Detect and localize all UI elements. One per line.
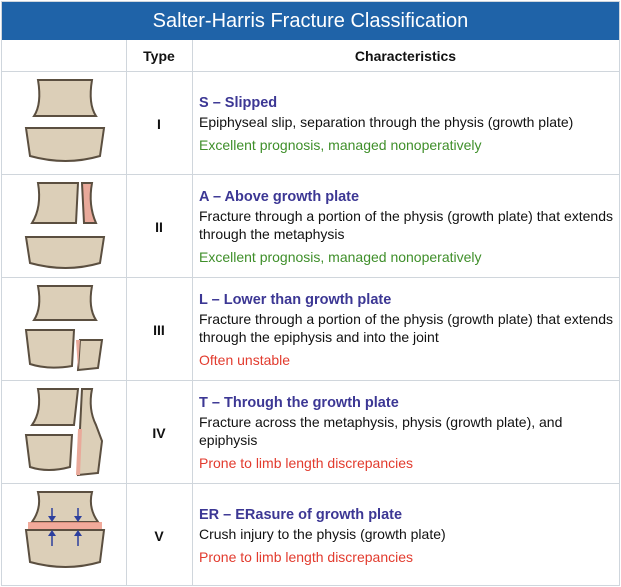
characteristics-cell: L – Lower than growth plate Fracture thr… — [199, 278, 614, 381]
prognosis: Prone to limb length discrepancies — [199, 548, 414, 565]
description: Epiphyseal slip, separation through the … — [199, 113, 574, 130]
prognosis: Excellent prognosis, managed nonoperativ… — [199, 136, 482, 153]
prognosis: Often unstable — [199, 351, 291, 368]
type-label: III — [153, 321, 165, 338]
bone-illustration — [24, 491, 106, 568]
type-label: II — [155, 218, 163, 235]
characteristics-cell: S – Slipped Epiphyseal slip, separation … — [199, 72, 614, 175]
bone-illustration — [24, 79, 106, 162]
mnemonic: T – Through the growth plate — [199, 394, 399, 411]
mnemonic: A – Above growth plate — [199, 188, 360, 205]
description: Fracture through a portion of the physis… — [199, 310, 614, 345]
header-type: Type — [143, 47, 175, 64]
bone-illustration — [24, 285, 104, 372]
column-divider — [126, 40, 127, 585]
header-characteristics: Characteristics — [354, 47, 457, 64]
row-divider — [2, 483, 619, 484]
type-label: IV — [152, 424, 166, 441]
row-divider — [2, 174, 619, 175]
table-row: IV T – Through the growth plate Fracture… — [2, 381, 619, 484]
table-row: V ER – ERasure of growth plate Crush inj… — [2, 484, 619, 587]
table-row: III L – Lower than growth plate Fracture… — [2, 278, 619, 381]
fracture-type-iii-illustration — [2, 278, 126, 381]
description: Crush injury to the physis (growth plate… — [199, 525, 446, 542]
bone-illustration — [24, 182, 106, 269]
header-image-column — [2, 40, 126, 71]
description: Fracture through a portion of the physis… — [199, 207, 614, 242]
type-label: V — [154, 527, 164, 544]
characteristics-cell: A – Above growth plate Fracture through … — [199, 175, 614, 278]
row-divider — [2, 380, 619, 381]
table-title: Salter-Harris Fracture Classification — [2, 2, 619, 40]
row-divider — [2, 71, 619, 72]
fracture-type-v-illustration — [2, 484, 126, 587]
characteristics-cell: T – Through the growth plate Fracture ac… — [199, 381, 614, 484]
fracture-type-iv-illustration — [2, 381, 126, 484]
table-row: II A – Above growth plate Fracture throu… — [2, 175, 619, 278]
mnemonic: L – Lower than growth plate — [199, 291, 392, 308]
mnemonic: ER – ERasure of growth plate — [199, 506, 403, 523]
fracture-type-ii-illustration — [2, 175, 126, 278]
bone-illustration — [24, 388, 104, 477]
prognosis: Excellent prognosis, managed nonoperativ… — [199, 248, 482, 265]
type-label: I — [157, 115, 161, 132]
characteristics-cell: ER – ERasure of growth plate Crush injur… — [199, 484, 614, 587]
row-divider — [2, 277, 619, 278]
fracture-type-i-illustration — [2, 72, 126, 175]
table-row: I S – Slipped Epiphyseal slip, separatio… — [2, 72, 619, 175]
column-divider — [192, 40, 193, 585]
description: Fracture across the metaphysis, physis (… — [199, 413, 563, 448]
mnemonic: S – Slipped — [199, 94, 278, 111]
prognosis: Prone to limb length discrepancies — [199, 454, 414, 471]
